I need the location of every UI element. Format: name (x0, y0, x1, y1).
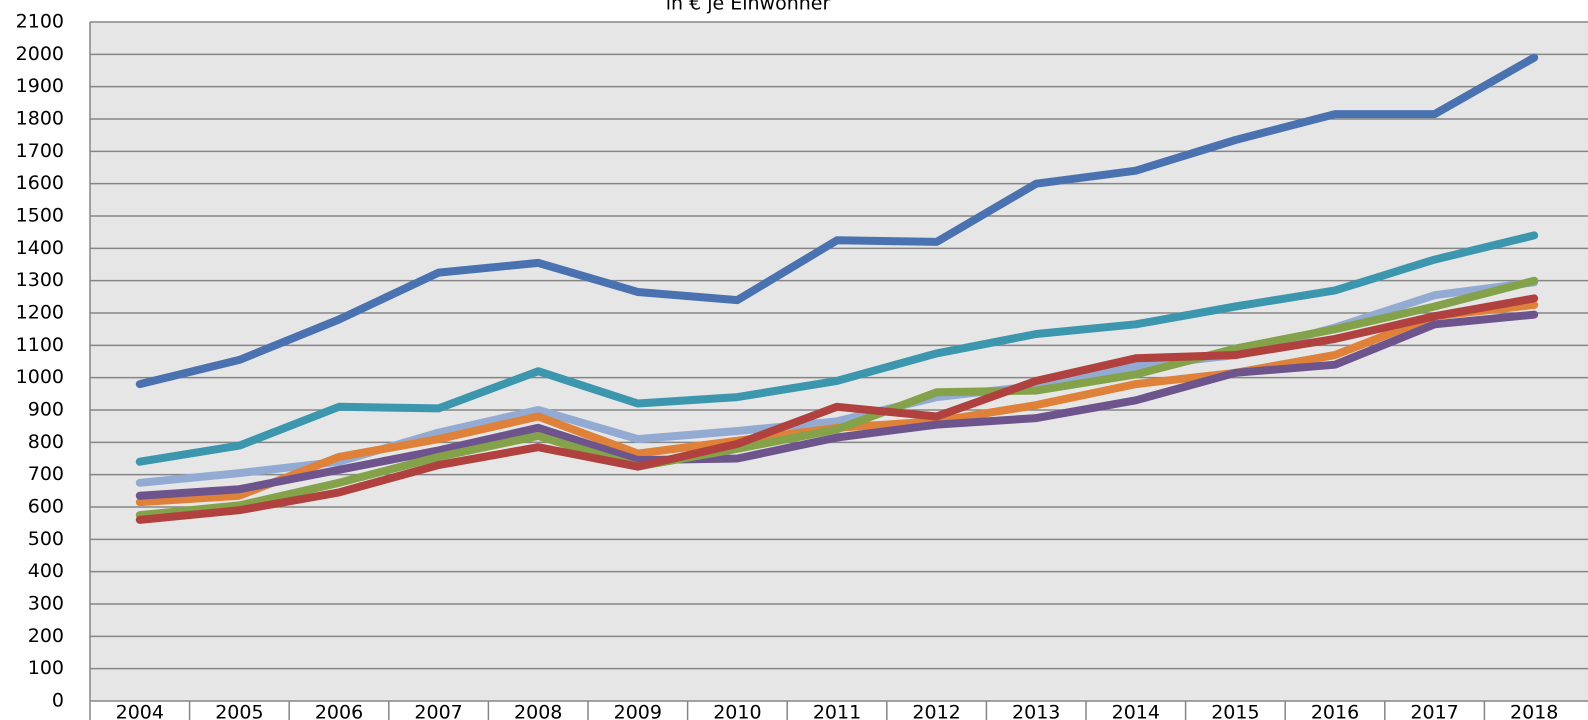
y-tick-label: 200 (28, 625, 64, 647)
series-line (135, 53, 1539, 389)
y-tick-label: 800 (28, 431, 64, 453)
x-tick-label: 2004 (116, 702, 164, 720)
y-tick-label: 1800 (16, 108, 64, 130)
series-line (135, 231, 1539, 466)
y-tick-label: 100 (28, 657, 64, 679)
x-tick-label: 2016 (1311, 702, 1359, 720)
x-tick-label: 2018 (1510, 702, 1558, 720)
x-tick-label: 2013 (1012, 702, 1060, 720)
x-tick-label: 2007 (414, 702, 462, 720)
x-tick-label: 2014 (1112, 702, 1160, 720)
y-tick-label: 1100 (16, 334, 64, 356)
x-tick-label: 2009 (614, 702, 662, 720)
y-tick-label: 0 (52, 690, 64, 712)
y-tick-label: 1700 (16, 140, 64, 162)
series-line (135, 310, 1539, 500)
y-tick-label: 500 (28, 528, 64, 550)
y-tick-label: 1400 (16, 237, 64, 259)
plot-area (90, 22, 1588, 701)
y-tick-label: 1000 (16, 366, 64, 388)
series-line (135, 276, 1539, 520)
y-tick-label: 2000 (16, 43, 64, 65)
x-tick-label: 2006 (315, 702, 363, 720)
y-tick-label: 1900 (16, 75, 64, 97)
y-tick-label: 300 (28, 593, 64, 615)
x-tick-label: 2011 (813, 702, 861, 720)
chart-title: in € je Einwohner (666, 0, 831, 15)
x-tick-label: 2005 (215, 702, 263, 720)
y-tick-label: 2100 (16, 11, 64, 33)
series-line (135, 294, 1539, 524)
y-tick-label: 600 (28, 496, 64, 518)
x-tick-label: 2010 (713, 702, 761, 720)
y-tick-label: 1600 (16, 172, 64, 194)
y-tick-label: 1200 (16, 302, 64, 324)
x-tick-label: 2017 (1410, 702, 1458, 720)
y-tick-label: 700 (28, 463, 64, 485)
y-tick-label: 400 (28, 560, 64, 582)
y-tick-label: 1500 (16, 205, 64, 227)
x-tick-label: 2015 (1211, 702, 1259, 720)
x-tick-label: 2008 (514, 702, 562, 720)
y-tick-label: 900 (28, 399, 64, 421)
y-tick-label: 1300 (16, 269, 64, 291)
x-tick-label: 2012 (912, 702, 960, 720)
